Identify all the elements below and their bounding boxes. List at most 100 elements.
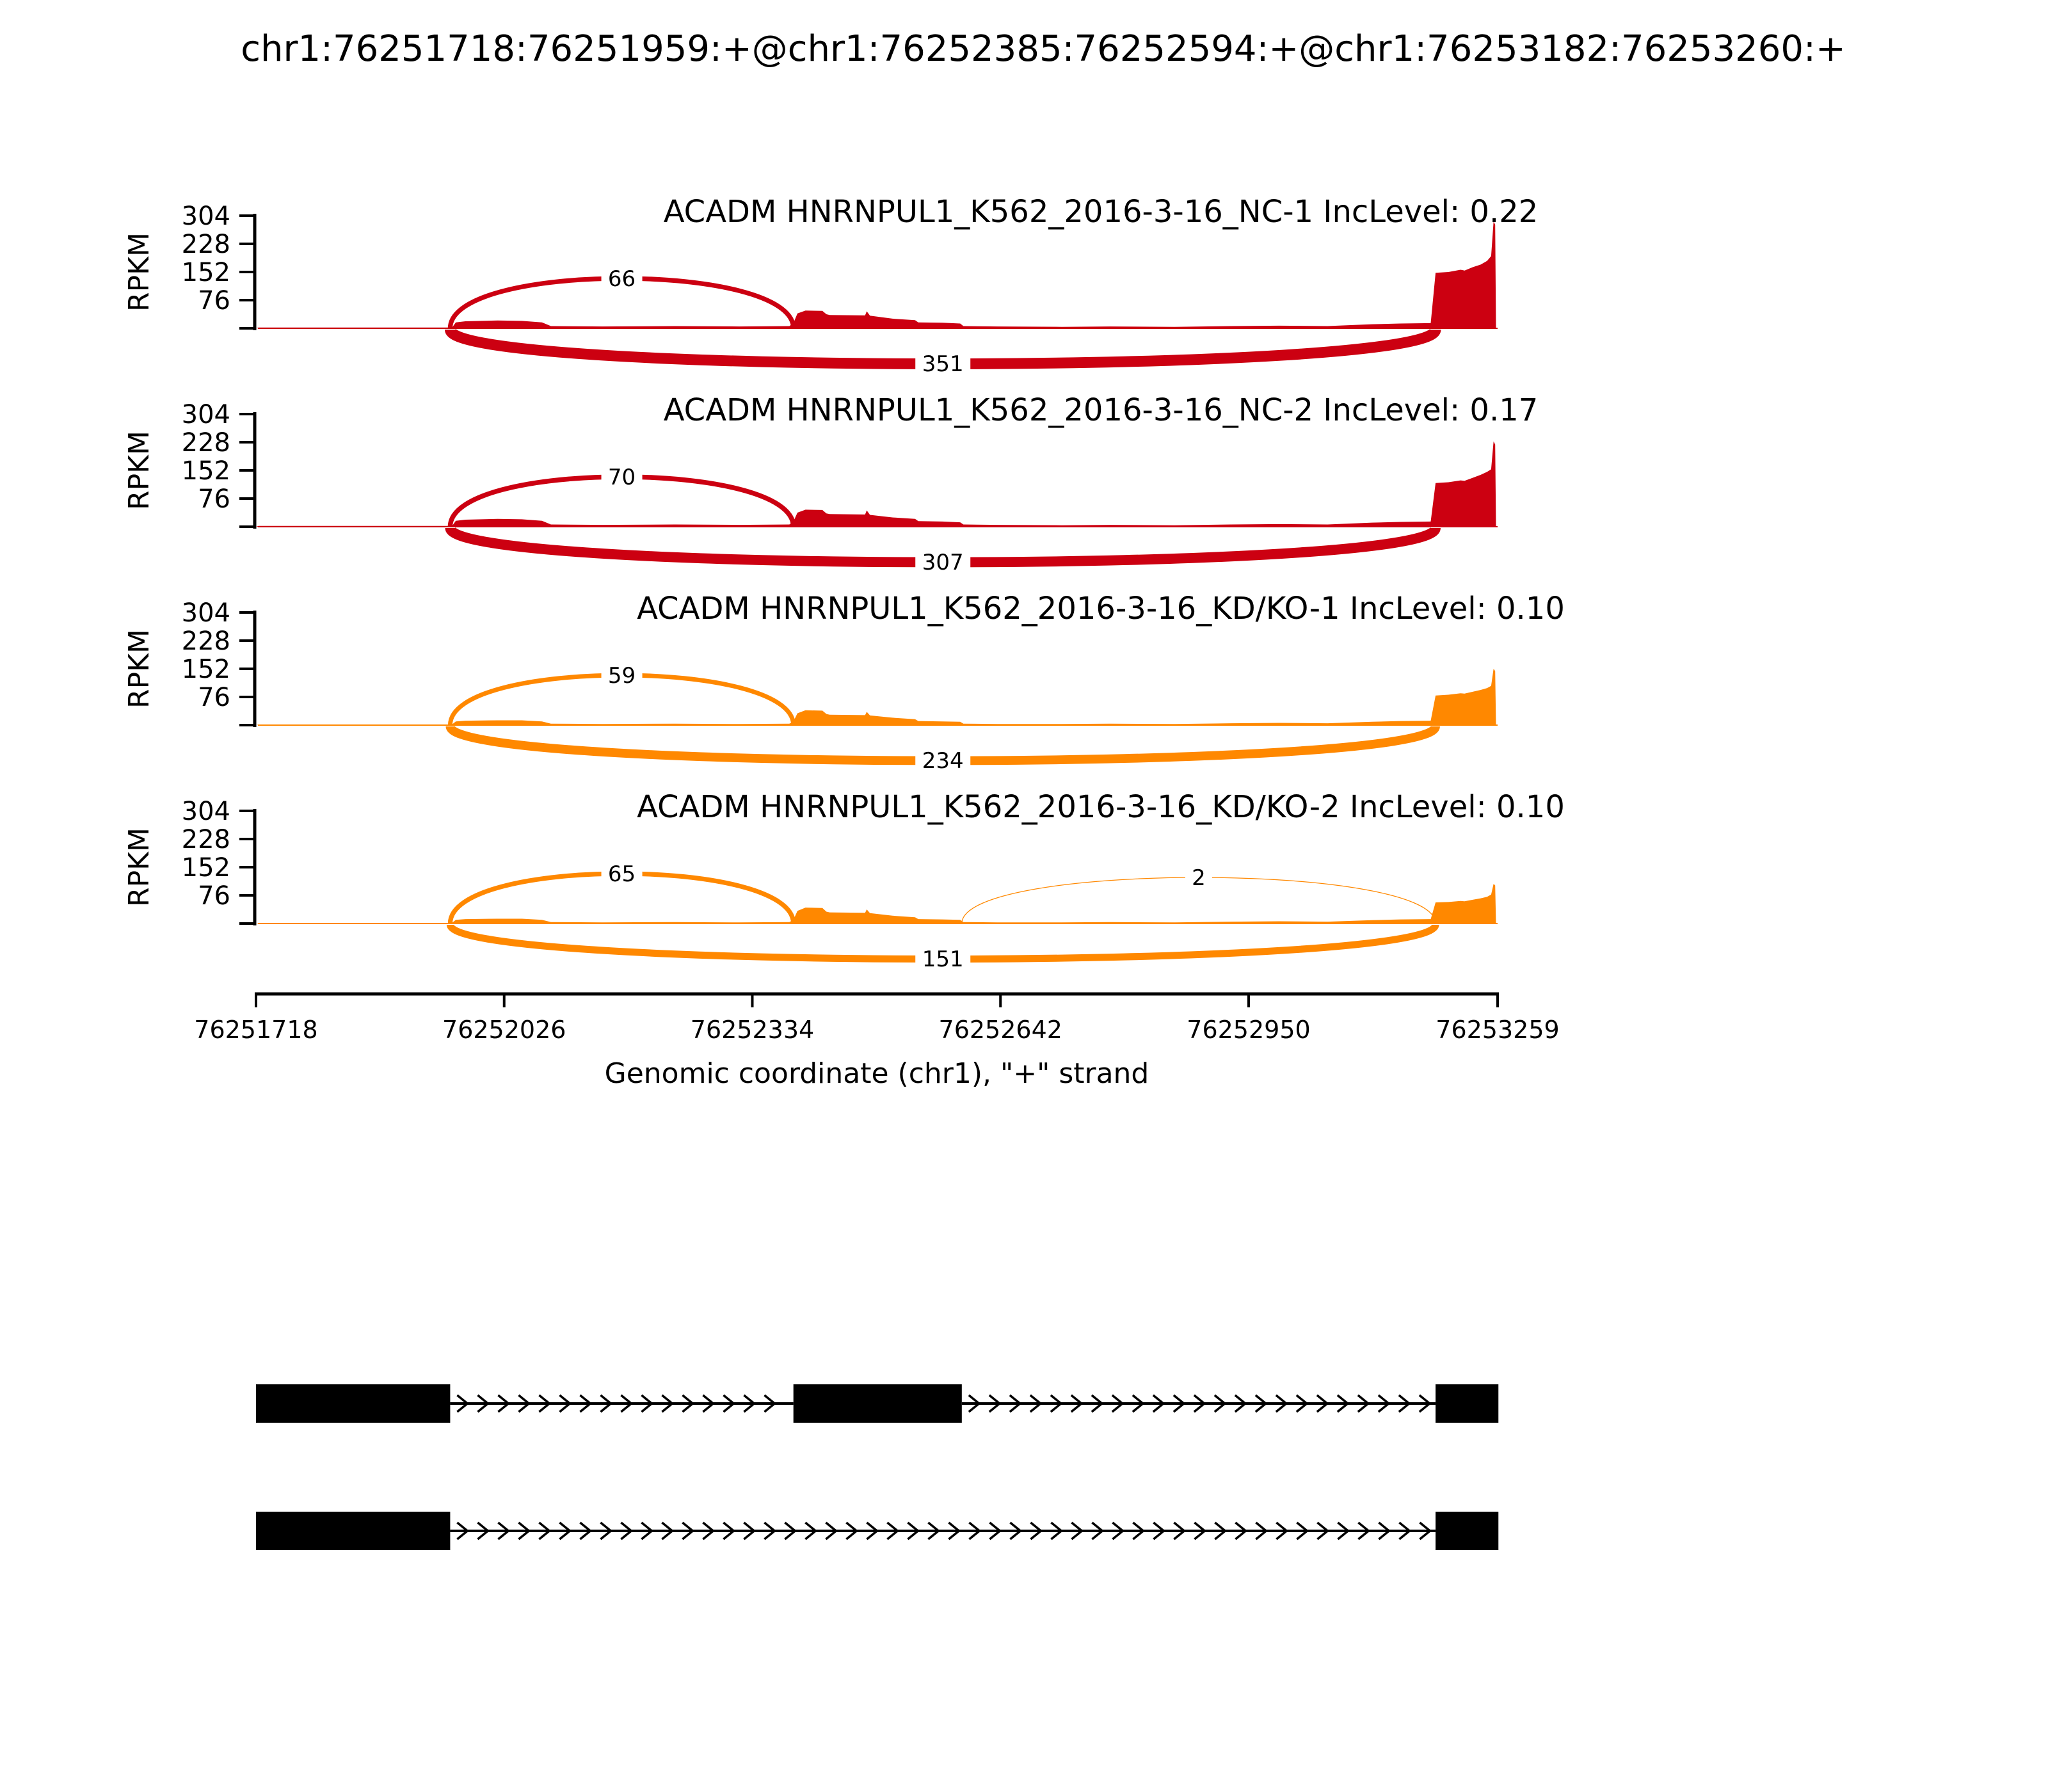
strand-direction-chevron-icon bbox=[1111, 1394, 1124, 1413]
strand-direction-chevron-icon bbox=[989, 1521, 1002, 1540]
strand-direction-chevron-icon bbox=[1070, 1394, 1084, 1413]
strand-direction-chevron-icon bbox=[1276, 1521, 1289, 1540]
strand-direction-chevron-icon bbox=[1132, 1521, 1146, 1540]
y-tick-label: 304 bbox=[182, 797, 230, 826]
strand-direction-chevron-icon bbox=[1009, 1394, 1022, 1413]
strand-direction-chevron-icon bbox=[1357, 1394, 1370, 1413]
y-tick-label: 76 bbox=[198, 683, 230, 712]
track-label: ACADM HNRNPUL1_K562_2016-3-16_NC-1 IncLe… bbox=[664, 194, 1539, 230]
strand-direction-chevron-icon bbox=[1029, 1394, 1043, 1413]
strand-direction-chevron-icon bbox=[1316, 1394, 1329, 1413]
y-axis-title: RPKM bbox=[123, 431, 156, 510]
junction-count-label: 65 bbox=[608, 861, 636, 887]
strand-direction-chevron-icon bbox=[477, 1521, 490, 1540]
strand-direction-chevron-icon bbox=[1275, 1394, 1288, 1413]
junction-count-label: 59 bbox=[608, 663, 636, 689]
strand-direction-chevron-icon bbox=[1152, 1394, 1165, 1413]
coverage-area bbox=[256, 669, 1496, 725]
strand-direction-chevron-icon bbox=[1337, 1521, 1350, 1540]
y-tick-label: 152 bbox=[182, 655, 230, 684]
strand-direction-chevron-icon bbox=[1172, 1394, 1186, 1413]
strand-direction-chevron-icon bbox=[988, 1394, 1002, 1413]
strand-direction-chevron-icon bbox=[1336, 1394, 1350, 1413]
strand-direction-chevron-icon bbox=[600, 1521, 613, 1540]
strand-direction-chevron-icon bbox=[559, 1394, 572, 1413]
y-axis-title: RPKM bbox=[123, 232, 156, 312]
strand-direction-chevron-icon bbox=[1009, 1521, 1023, 1540]
strand-direction-chevron-icon bbox=[641, 1521, 654, 1540]
coverage-area bbox=[256, 884, 1496, 924]
strand-direction-chevron-icon bbox=[559, 1521, 572, 1540]
x-tick-label: 76252334 bbox=[691, 1016, 814, 1044]
track-label: ACADM HNRNPUL1_K562_2016-3-16_KD/KO-2 In… bbox=[637, 789, 1565, 825]
strand-direction-chevron-icon bbox=[702, 1521, 716, 1540]
strand-direction-chevron-icon bbox=[518, 1394, 531, 1413]
strand-direction-chevron-icon bbox=[1213, 1394, 1227, 1413]
strand-direction-chevron-icon bbox=[1316, 1521, 1330, 1540]
coverage-area bbox=[256, 441, 1496, 527]
strand-direction-chevron-icon bbox=[907, 1521, 920, 1540]
strand-direction-chevron-icon bbox=[764, 1394, 777, 1413]
y-tick-label: 76 bbox=[198, 484, 230, 514]
strand-direction-chevron-icon bbox=[1357, 1521, 1371, 1540]
strand-direction-chevron-icon bbox=[764, 1521, 777, 1540]
strand-direction-chevron-icon bbox=[1153, 1521, 1166, 1540]
track-label: ACADM HNRNPUL1_K562_2016-3-16_NC-2 IncLe… bbox=[664, 392, 1539, 428]
track-label: ACADM HNRNPUL1_K562_2016-3-16_KD/KO-1 In… bbox=[637, 591, 1565, 627]
x-tick-label: 76252642 bbox=[939, 1016, 1062, 1044]
y-axis-title: RPKM bbox=[123, 828, 156, 907]
strand-direction-chevron-icon bbox=[1235, 1521, 1248, 1540]
strand-direction-chevron-icon bbox=[518, 1521, 531, 1540]
transcript-1 bbox=[256, 1384, 1499, 1423]
strand-direction-chevron-icon bbox=[1234, 1394, 1247, 1413]
y-tick-label: 228 bbox=[182, 230, 230, 259]
y-tick-label: 228 bbox=[182, 428, 230, 458]
strand-direction-chevron-icon bbox=[579, 1521, 593, 1540]
junction-label-gap bbox=[601, 662, 643, 689]
strand-direction-chevron-icon bbox=[1255, 1521, 1268, 1540]
y-axis-title: RPKM bbox=[123, 629, 156, 708]
strand-direction-chevron-icon bbox=[1071, 1521, 1084, 1540]
strand-direction-chevron-icon bbox=[538, 1521, 552, 1540]
junction-label-gap bbox=[915, 945, 971, 972]
strand-direction-chevron-icon bbox=[1254, 1394, 1268, 1413]
strand-direction-chevron-icon bbox=[600, 1394, 613, 1413]
y-tick-label: 228 bbox=[182, 825, 230, 854]
strand-direction-chevron-icon bbox=[497, 1394, 511, 1413]
transcript-models bbox=[256, 1384, 1499, 1550]
strand-direction-chevron-icon bbox=[579, 1394, 593, 1413]
junction-label-gap bbox=[601, 860, 643, 887]
strand-direction-chevron-icon bbox=[1418, 1394, 1432, 1413]
strand-direction-chevron-icon bbox=[1214, 1521, 1228, 1540]
strand-direction-chevron-icon bbox=[743, 1521, 756, 1540]
strand-direction-chevron-icon bbox=[723, 1394, 736, 1413]
strand-direction-chevron-icon bbox=[1030, 1521, 1043, 1540]
y-tick-label: 76 bbox=[198, 881, 230, 911]
y-tick-label: 152 bbox=[182, 258, 230, 287]
junction-count-label: 151 bbox=[922, 947, 964, 972]
strand-direction-chevron-icon bbox=[1398, 1394, 1411, 1413]
strand-direction-chevron-icon bbox=[1091, 1394, 1104, 1413]
strand-direction-chevron-icon bbox=[886, 1521, 900, 1540]
exon-box bbox=[256, 1512, 451, 1550]
junction-label-gap bbox=[915, 548, 971, 575]
strand-direction-chevron-icon bbox=[620, 1394, 634, 1413]
strand-direction-chevron-icon bbox=[641, 1394, 654, 1413]
strand-direction-chevron-icon bbox=[866, 1521, 879, 1540]
x-tick-label: 76252950 bbox=[1187, 1016, 1310, 1044]
transcript-2 bbox=[256, 1512, 1499, 1550]
strand-direction-chevron-icon bbox=[661, 1521, 675, 1540]
strand-direction-chevron-icon bbox=[825, 1521, 838, 1540]
y-tick-label: 304 bbox=[182, 598, 230, 628]
strand-direction-chevron-icon bbox=[456, 1521, 470, 1540]
junction-label-gap bbox=[601, 463, 643, 490]
strand-direction-chevron-icon bbox=[620, 1521, 634, 1540]
junction-count-label: 351 bbox=[922, 351, 964, 377]
strand-direction-chevron-icon bbox=[1112, 1521, 1125, 1540]
x-tick-label: 76253259 bbox=[1436, 1016, 1559, 1044]
